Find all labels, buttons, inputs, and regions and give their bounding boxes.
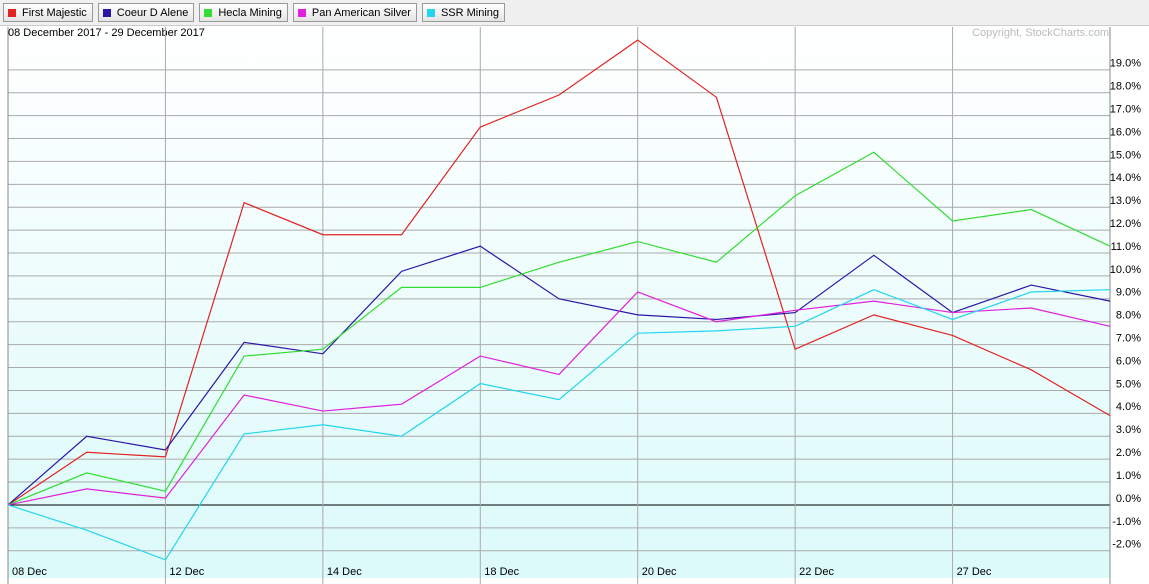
y-tick-label: -2.0%	[1112, 539, 1141, 551]
x-tick-label: 12 Dec	[169, 566, 204, 578]
y-tick-label: 18.0%	[1110, 81, 1141, 93]
x-tick-label: 22 Dec	[799, 566, 834, 578]
y-tick-label: 11.0%	[1111, 241, 1142, 253]
x-tick-label: 18 Dec	[484, 566, 519, 578]
legend-swatch	[297, 8, 306, 17]
y-tick-label: 3.0%	[1116, 424, 1141, 436]
y-tick-label: 12.0%	[1110, 218, 1141, 230]
legend-label: SSR Mining	[440, 6, 500, 19]
series-line	[7, 245, 1111, 506]
y-tick-label: 10.0%	[1110, 264, 1141, 276]
y-tick-label: 5.0%	[1116, 378, 1141, 390]
legend-swatch	[102, 8, 111, 17]
legend-item[interactable]: Hecla Mining	[199, 3, 288, 22]
y-tick-label: 0.0%	[1116, 493, 1141, 505]
y-tick-label: 19.0%	[1110, 58, 1141, 70]
legend: First Majestic Coeur D Alene Hecla Mining P…	[0, 0, 1149, 26]
y-tick-label: 14.0%	[1110, 172, 1141, 184]
series-line	[7, 39, 1111, 506]
legend-label: Pan American Silver	[311, 6, 411, 19]
series-line	[7, 291, 1111, 506]
y-tick-label: 4.0%	[1116, 401, 1141, 413]
legend-swatch	[8, 8, 16, 17]
y-tick-label: 6.0%	[1116, 355, 1141, 367]
credit: Copyright, StockCharts.com	[972, 27, 1109, 39]
y-tick-label: 17.0%	[1110, 104, 1141, 116]
legend-item[interactable]: Coeur D Alene	[97, 3, 195, 22]
y-tick-label: 13.0%	[1110, 195, 1141, 207]
legend-swatch	[426, 8, 435, 17]
y-tick-label: 16.0%	[1110, 126, 1141, 138]
y-tick-label: 2.0%	[1116, 447, 1141, 459]
legend-label: Coeur D Alene	[116, 6, 189, 19]
x-tick-label: 14 Dec	[327, 566, 362, 578]
legend-item[interactable]: SSR Mining	[421, 3, 506, 22]
y-tick-label: 7.0%	[1116, 333, 1141, 345]
y-tick-label: -1.0%	[1112, 516, 1141, 528]
subtitle: 08 December 2017 - 29 December 2017	[8, 27, 205, 39]
y-tick-label: 9.0%	[1116, 287, 1141, 299]
plot-background	[8, 26, 1110, 578]
legend-item[interactable]: Pan American Silver	[292, 3, 417, 22]
legend-swatch	[204, 8, 213, 17]
x-tick-label: 27 Dec	[957, 566, 992, 578]
x-tick-label: 08 Dec	[12, 566, 47, 578]
y-tick-label: 8.0%	[1116, 310, 1141, 322]
x-tick-label: 20 Dec	[642, 566, 677, 578]
y-tick-label: 1.0%	[1116, 470, 1141, 482]
legend-label: First Majestic	[22, 6, 87, 19]
chart: 08 December 2017 - 29 December 2017 Copy…	[7, 26, 1142, 584]
series-line	[7, 289, 1111, 561]
legend-label: Hecla Mining	[218, 6, 282, 19]
legend-item[interactable]: First Majestic	[3, 3, 93, 22]
y-tick-label: 15.0%	[1110, 149, 1141, 161]
series-line	[7, 151, 1111, 506]
